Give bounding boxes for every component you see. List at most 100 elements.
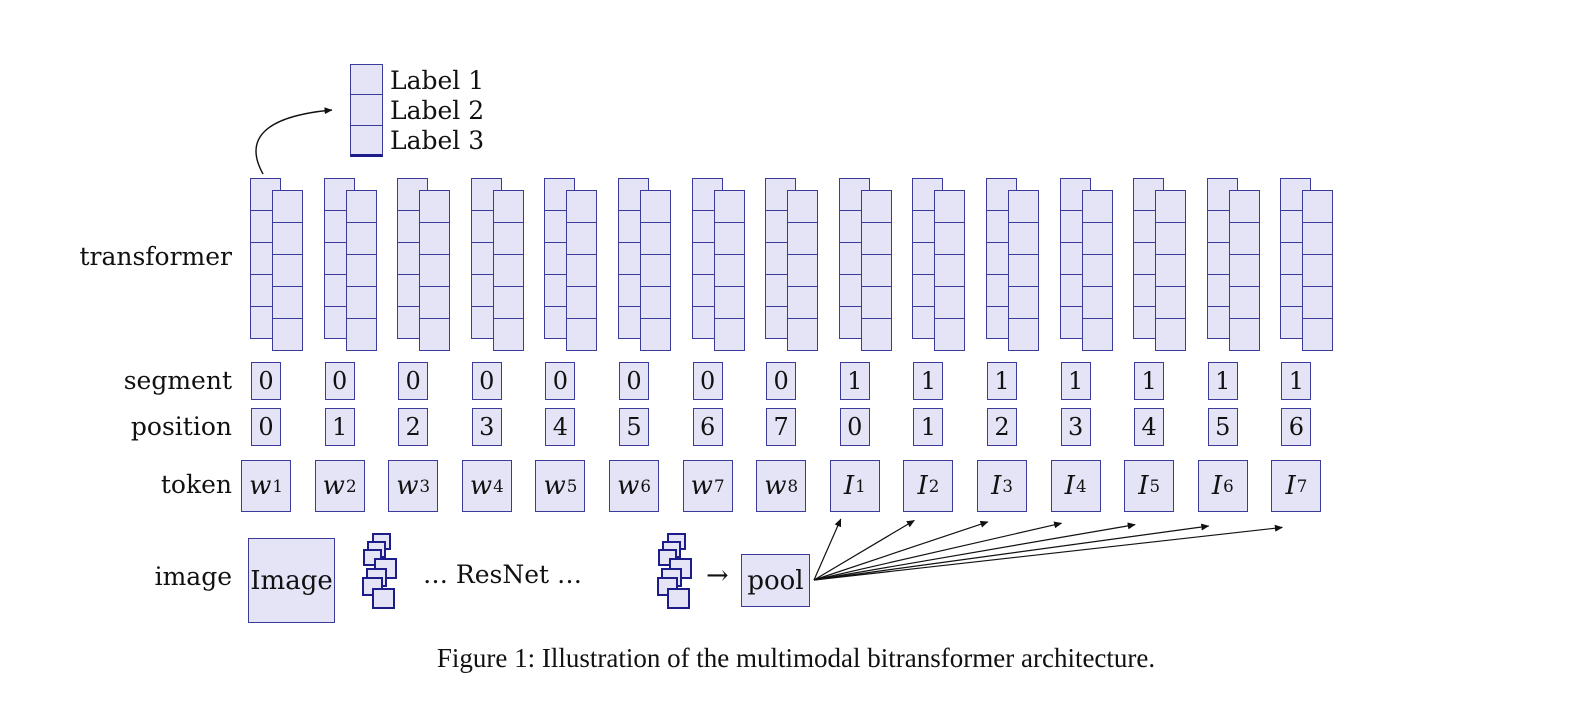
output-label-stack bbox=[350, 64, 383, 157]
transformer-cell bbox=[860, 285, 892, 320]
transformer-cell bbox=[1302, 285, 1334, 320]
transformer-stack-front-column bbox=[492, 190, 524, 352]
label-cell bbox=[350, 124, 383, 157]
segment-box: 1 bbox=[987, 362, 1017, 400]
transformer-cell bbox=[1081, 221, 1113, 256]
transformer-cell bbox=[1155, 317, 1187, 352]
feature-map-square bbox=[667, 533, 686, 550]
position-box: 1 bbox=[913, 408, 944, 446]
resnet-ellipsis-text: … ResNet … bbox=[422, 560, 583, 589]
transformer-cell bbox=[787, 285, 819, 320]
transformer-cell bbox=[640, 253, 671, 288]
transformer-cell bbox=[1228, 221, 1260, 256]
position-box: 3 bbox=[1060, 408, 1091, 446]
segment-box: 0 bbox=[324, 362, 355, 400]
transformer-cell bbox=[272, 285, 303, 320]
transformer-stack-front-column bbox=[272, 190, 303, 352]
transformer-cell bbox=[1008, 253, 1039, 288]
feature-map-square bbox=[367, 541, 386, 558]
transformer-cell bbox=[1155, 221, 1187, 256]
position-box: 1 bbox=[324, 408, 355, 446]
transformer-cell bbox=[934, 253, 966, 288]
transformer-cell bbox=[640, 221, 671, 256]
transformer-cell bbox=[934, 285, 966, 320]
transformer-cell bbox=[272, 317, 303, 352]
transformer-cell bbox=[492, 285, 524, 320]
transformer-cell bbox=[1008, 285, 1039, 320]
position-box: 0 bbox=[251, 408, 281, 446]
transformer-cell bbox=[1302, 253, 1334, 288]
label-1-text: Label 1 bbox=[390, 66, 485, 95]
position-box: 2 bbox=[398, 408, 429, 446]
transformer-cell bbox=[566, 317, 598, 352]
figure-caption: Figure 1: Illustration of the multimodal… bbox=[436, 643, 1156, 673]
feature-map-square bbox=[363, 549, 382, 566]
transformer-cell bbox=[492, 190, 524, 224]
feature-map-square bbox=[658, 549, 677, 566]
transformer-cell bbox=[345, 285, 377, 320]
transformer-cell bbox=[345, 221, 377, 256]
transformer-cell bbox=[566, 285, 598, 320]
segment-box: 0 bbox=[692, 362, 723, 400]
transformer-cell bbox=[640, 285, 671, 320]
transformer-cell bbox=[1302, 190, 1334, 224]
segment-box: 1 bbox=[839, 362, 870, 400]
feature-map-square bbox=[372, 533, 391, 550]
segment-box: 0 bbox=[619, 362, 649, 400]
transformer-stack-front-column bbox=[934, 190, 966, 352]
feature-map-square bbox=[661, 568, 682, 587]
transformer-cell bbox=[640, 190, 671, 224]
segment-box: 1 bbox=[913, 362, 944, 400]
feature-map-stack-1 bbox=[362, 533, 397, 609]
position-box: 7 bbox=[766, 408, 797, 446]
transformer-cell bbox=[1008, 190, 1039, 224]
transformer-stack-front-column bbox=[1228, 190, 1260, 352]
row-label-image: image bbox=[154, 562, 232, 591]
pool-arrow-to-I3 bbox=[813, 520, 989, 581]
segment-box: 0 bbox=[251, 362, 281, 400]
segment-box: 1 bbox=[1060, 362, 1091, 400]
transformer-cell bbox=[566, 221, 598, 256]
transformer-cell bbox=[345, 253, 377, 288]
pool-box: pool bbox=[741, 554, 810, 607]
pool-arrow-to-I1 bbox=[813, 518, 842, 581]
position-box: 6 bbox=[1281, 408, 1312, 446]
row-label-token: token bbox=[160, 470, 232, 499]
pool-arrow-to-I4 bbox=[813, 521, 1063, 581]
transformer-cell bbox=[1302, 221, 1334, 256]
transformer-cell bbox=[860, 253, 892, 288]
transformer-cell bbox=[713, 317, 745, 352]
transformer-stack-front-column bbox=[1302, 190, 1334, 352]
transformer-cell bbox=[419, 190, 451, 224]
transformer-stack-front-column bbox=[566, 190, 598, 352]
position-box: 4 bbox=[1134, 408, 1165, 446]
segment-box: 0 bbox=[471, 362, 502, 400]
transformer-cell bbox=[1228, 253, 1260, 288]
transformer-cell bbox=[492, 253, 524, 288]
transformer-cell bbox=[860, 317, 892, 352]
transformer-cell bbox=[860, 190, 892, 224]
transformer-cell bbox=[492, 317, 524, 352]
transformer-cell bbox=[419, 285, 451, 320]
transformer-cell bbox=[272, 221, 303, 256]
segment-box: 0 bbox=[545, 362, 576, 400]
transformer-cell bbox=[934, 221, 966, 256]
transformer-cell bbox=[1302, 317, 1334, 352]
transformer-cell bbox=[566, 253, 598, 288]
transformer-cell bbox=[345, 190, 377, 224]
feature-map-square bbox=[362, 577, 383, 596]
transformer-cell bbox=[787, 190, 819, 224]
image-input-box: Image bbox=[248, 538, 335, 623]
right-arrow-glyph: → bbox=[706, 560, 729, 591]
transformer-stack-front-column bbox=[1155, 190, 1187, 352]
feature-map-square bbox=[669, 558, 692, 579]
position-box: 4 bbox=[545, 408, 576, 446]
transformer-cell bbox=[1081, 317, 1113, 352]
